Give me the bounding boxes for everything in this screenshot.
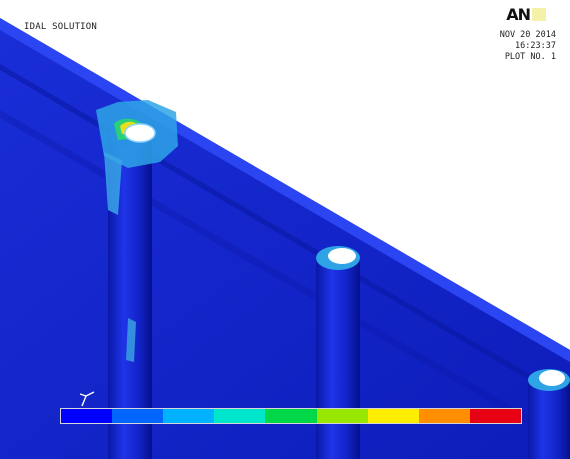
column-2 xyxy=(316,258,360,459)
plot-time: 16:23:37 xyxy=(515,41,556,51)
contour-legend-bar xyxy=(60,408,522,424)
plot-number: PLOT NO. 1 xyxy=(504,52,556,62)
legend-swatch-3 xyxy=(163,409,215,423)
legend-swatch-6 xyxy=(316,409,368,423)
legend-swatch-8 xyxy=(418,409,470,423)
brand-logo: AN xyxy=(506,5,546,24)
brand-accent xyxy=(532,8,546,21)
legend-swatch-4 xyxy=(214,409,266,423)
legend-swatch-2 xyxy=(112,409,164,423)
plot-date: NOV 20 2014 xyxy=(499,30,556,40)
legend-swatch-9 xyxy=(469,409,521,423)
plot-info: NOV 20 2014 16:23:37 PLOT NO. 1 xyxy=(416,30,556,63)
legend-swatch-5 xyxy=(265,409,317,423)
legend-swatch-7 xyxy=(367,409,419,423)
solution-label: IDAL SOLUTION xyxy=(24,22,98,32)
column-3 xyxy=(528,380,570,459)
brand-text: AN xyxy=(506,5,531,24)
coordinate-triad-icon xyxy=(79,391,95,407)
legend-swatch-1 xyxy=(61,409,113,423)
